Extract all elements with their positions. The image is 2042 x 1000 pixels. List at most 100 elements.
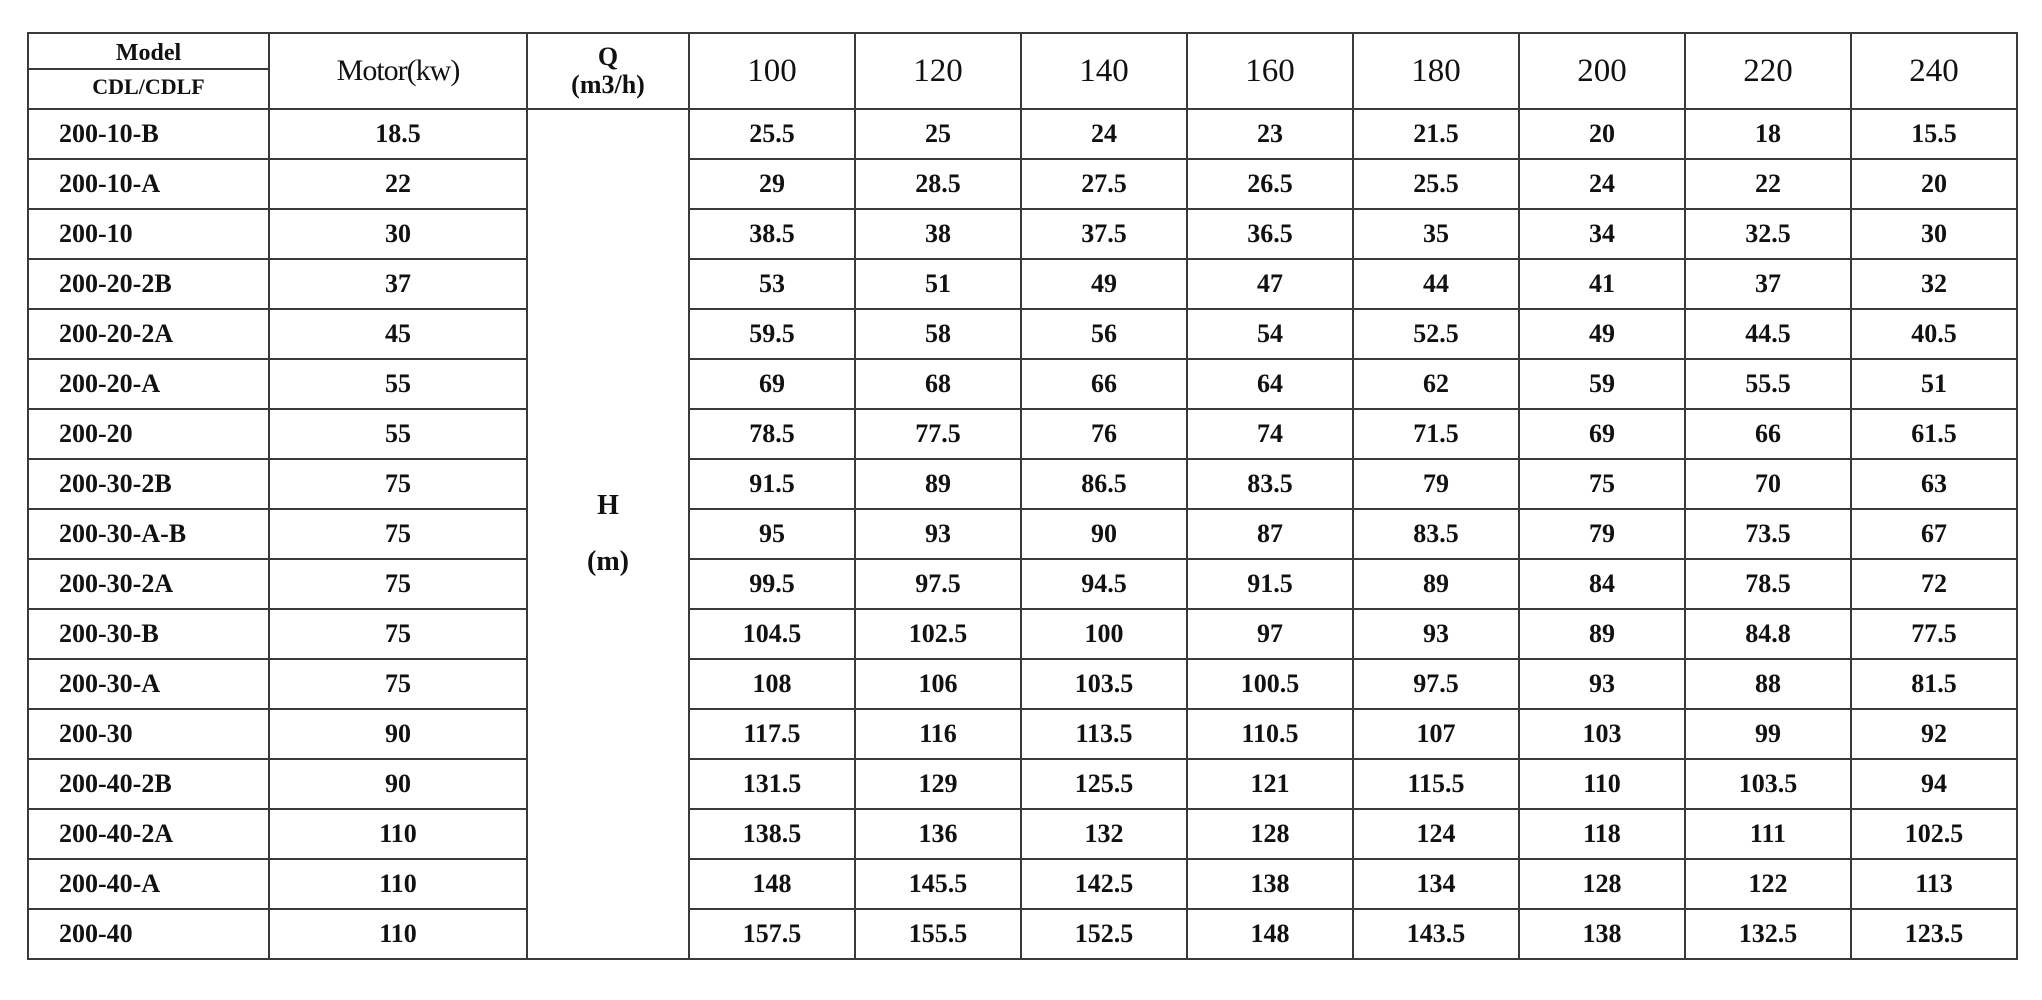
head-value-cell: 138 bbox=[1186, 858, 1354, 910]
model-cell: 200-10-A bbox=[27, 158, 270, 210]
head-value-cell: 148 bbox=[1186, 908, 1354, 960]
head-value-cell: 111 bbox=[1684, 808, 1852, 860]
head-value-cell: 136 bbox=[854, 808, 1022, 860]
flow-header-100: 100 bbox=[688, 32, 856, 110]
table-row: 200-20-A 55 69 68 66 64 62 59 55.5 51 bbox=[27, 358, 2018, 410]
head-value-cell: 27.5 bbox=[1020, 158, 1188, 210]
motor-cell: 18.5 bbox=[268, 108, 528, 160]
head-value-cell: 94.5 bbox=[1020, 558, 1188, 610]
head-value-cell: 95 bbox=[688, 508, 856, 560]
motor-cell: 75 bbox=[268, 558, 528, 610]
head-value-cell: 22 bbox=[1684, 158, 1852, 210]
head-value-cell: 125.5 bbox=[1020, 758, 1188, 810]
head-value-cell: 118 bbox=[1518, 808, 1686, 860]
head-value-cell: 132.5 bbox=[1684, 908, 1852, 960]
head-value-cell: 76 bbox=[1020, 408, 1188, 460]
head-value-cell: 29 bbox=[688, 158, 856, 210]
head-value-cell: 97.5 bbox=[1352, 658, 1520, 710]
head-value-cell: 72 bbox=[1850, 558, 2018, 610]
head-value-cell: 102.5 bbox=[1850, 808, 2018, 860]
pump-performance-table: Model CDL/CDLF Motor(kw) Q (m3/h) 100 120… bbox=[27, 32, 2018, 960]
table-row: 200-40-A 110 148 145.5 142.5 138 134 128 122 113 bbox=[27, 858, 2018, 910]
head-value-cell: 100.5 bbox=[1186, 658, 1354, 710]
head-value-cell: 103 bbox=[1518, 708, 1686, 760]
head-value-cell: 124 bbox=[1352, 808, 1520, 860]
head-unit-cell: H (m) bbox=[526, 108, 690, 960]
head-value-cell: 79 bbox=[1352, 458, 1520, 510]
head-value-cell: 38.5 bbox=[688, 208, 856, 260]
head-value-cell: 97.5 bbox=[854, 558, 1022, 610]
motor-cell: 110 bbox=[268, 858, 528, 910]
table-row: 200-30-2A 75 99.5 97.5 94.5 91.5 89 84 78.5 72 bbox=[27, 558, 2018, 610]
head-value-cell: 99 bbox=[1684, 708, 1852, 760]
model-header: Model CDL/CDLF bbox=[27, 32, 270, 110]
motor-cell: 37 bbox=[268, 258, 528, 310]
head-value-cell: 152.5 bbox=[1020, 908, 1188, 960]
head-value-cell: 143.5 bbox=[1352, 908, 1520, 960]
head-value-cell: 89 bbox=[1352, 558, 1520, 610]
motor-cell: 22 bbox=[268, 158, 528, 210]
head-value-cell: 89 bbox=[854, 458, 1022, 510]
head-value-cell: 15.5 bbox=[1850, 108, 2018, 160]
head-value-cell: 25 bbox=[854, 108, 1022, 160]
model-cell: 200-30-B bbox=[27, 608, 270, 660]
table-row: 200-40-2A 110 138.5 136 132 128 124 118 111 102.5 bbox=[27, 808, 2018, 860]
head-value-cell: 44 bbox=[1352, 258, 1520, 310]
head-value-cell: 81.5 bbox=[1850, 658, 2018, 710]
head-value-cell: 21.5 bbox=[1352, 108, 1520, 160]
head-value-cell: 134 bbox=[1352, 858, 1520, 910]
head-value-cell: 26.5 bbox=[1186, 158, 1354, 210]
head-value-cell: 97 bbox=[1186, 608, 1354, 660]
head-value-cell: 51 bbox=[854, 258, 1022, 310]
head-value-cell: 69 bbox=[1518, 408, 1686, 460]
model-cell: 200-30-2B bbox=[27, 458, 270, 510]
head-value-cell: 49 bbox=[1020, 258, 1188, 310]
head-value-cell: 132 bbox=[1020, 808, 1188, 860]
motor-cell: 90 bbox=[268, 758, 528, 810]
model-cell: 200-30-A bbox=[27, 658, 270, 710]
head-value-cell: 41 bbox=[1518, 258, 1686, 310]
head-value-cell: 92 bbox=[1850, 708, 2018, 760]
head-value-cell: 99.5 bbox=[688, 558, 856, 610]
head-value-cell: 62 bbox=[1352, 358, 1520, 410]
motor-cell: 30 bbox=[268, 208, 528, 260]
model-cell: 200-20-2B bbox=[27, 258, 270, 310]
head-value-cell: 93 bbox=[854, 508, 1022, 560]
head-value-cell: 61.5 bbox=[1850, 408, 2018, 460]
head-value-cell: 129 bbox=[854, 758, 1022, 810]
model-sub-label: CDL/CDLF bbox=[92, 74, 205, 99]
head-value-cell: 138 bbox=[1518, 908, 1686, 960]
head-value-cell: 58 bbox=[854, 308, 1022, 360]
motor-cell: 90 bbox=[268, 708, 528, 760]
head-value-cell: 75 bbox=[1518, 458, 1686, 510]
model-cell: 200-30 bbox=[27, 708, 270, 760]
flow-header-160: 160 bbox=[1186, 32, 1354, 110]
model-cell: 200-20-2A bbox=[27, 308, 270, 360]
head-value-cell: 63 bbox=[1850, 458, 2018, 510]
head-value-cell: 74 bbox=[1186, 408, 1354, 460]
table-row: 200-30-2B 75 91.5 89 86.5 83.5 79 75 70 63 bbox=[27, 458, 2018, 510]
head-value-cell: 37.5 bbox=[1020, 208, 1188, 260]
head-value-cell: 91.5 bbox=[1186, 558, 1354, 610]
flow-header-240: 240 bbox=[1850, 32, 2018, 110]
head-value-cell: 116 bbox=[854, 708, 1022, 760]
head-value-cell: 71.5 bbox=[1352, 408, 1520, 460]
head-value-cell: 138.5 bbox=[688, 808, 856, 860]
head-value-cell: 47 bbox=[1186, 258, 1354, 310]
head-value-cell: 83.5 bbox=[1352, 508, 1520, 560]
head-value-cell: 78.5 bbox=[1684, 558, 1852, 610]
header-row: Model CDL/CDLF Motor(kw) Q (m3/h) 100 120… bbox=[27, 32, 2018, 110]
motor-cell: 75 bbox=[268, 458, 528, 510]
head-value-cell: 78.5 bbox=[688, 408, 856, 460]
motor-cell: 55 bbox=[268, 358, 528, 410]
head-value-cell: 113.5 bbox=[1020, 708, 1188, 760]
head-value-cell: 25.5 bbox=[1352, 158, 1520, 210]
head-value-cell: 128 bbox=[1518, 858, 1686, 910]
table-row: 200-40-2B 90 131.5 129 125.5 121 115.5 110 103.5… bbox=[27, 758, 2018, 810]
head-value-cell: 40.5 bbox=[1850, 308, 2018, 360]
head-value-cell: 121 bbox=[1186, 758, 1354, 810]
head-value-cell: 24 bbox=[1020, 108, 1188, 160]
head-value-cell: 90 bbox=[1020, 508, 1188, 560]
head-value-cell: 142.5 bbox=[1020, 858, 1188, 910]
head-value-cell: 115.5 bbox=[1352, 758, 1520, 810]
